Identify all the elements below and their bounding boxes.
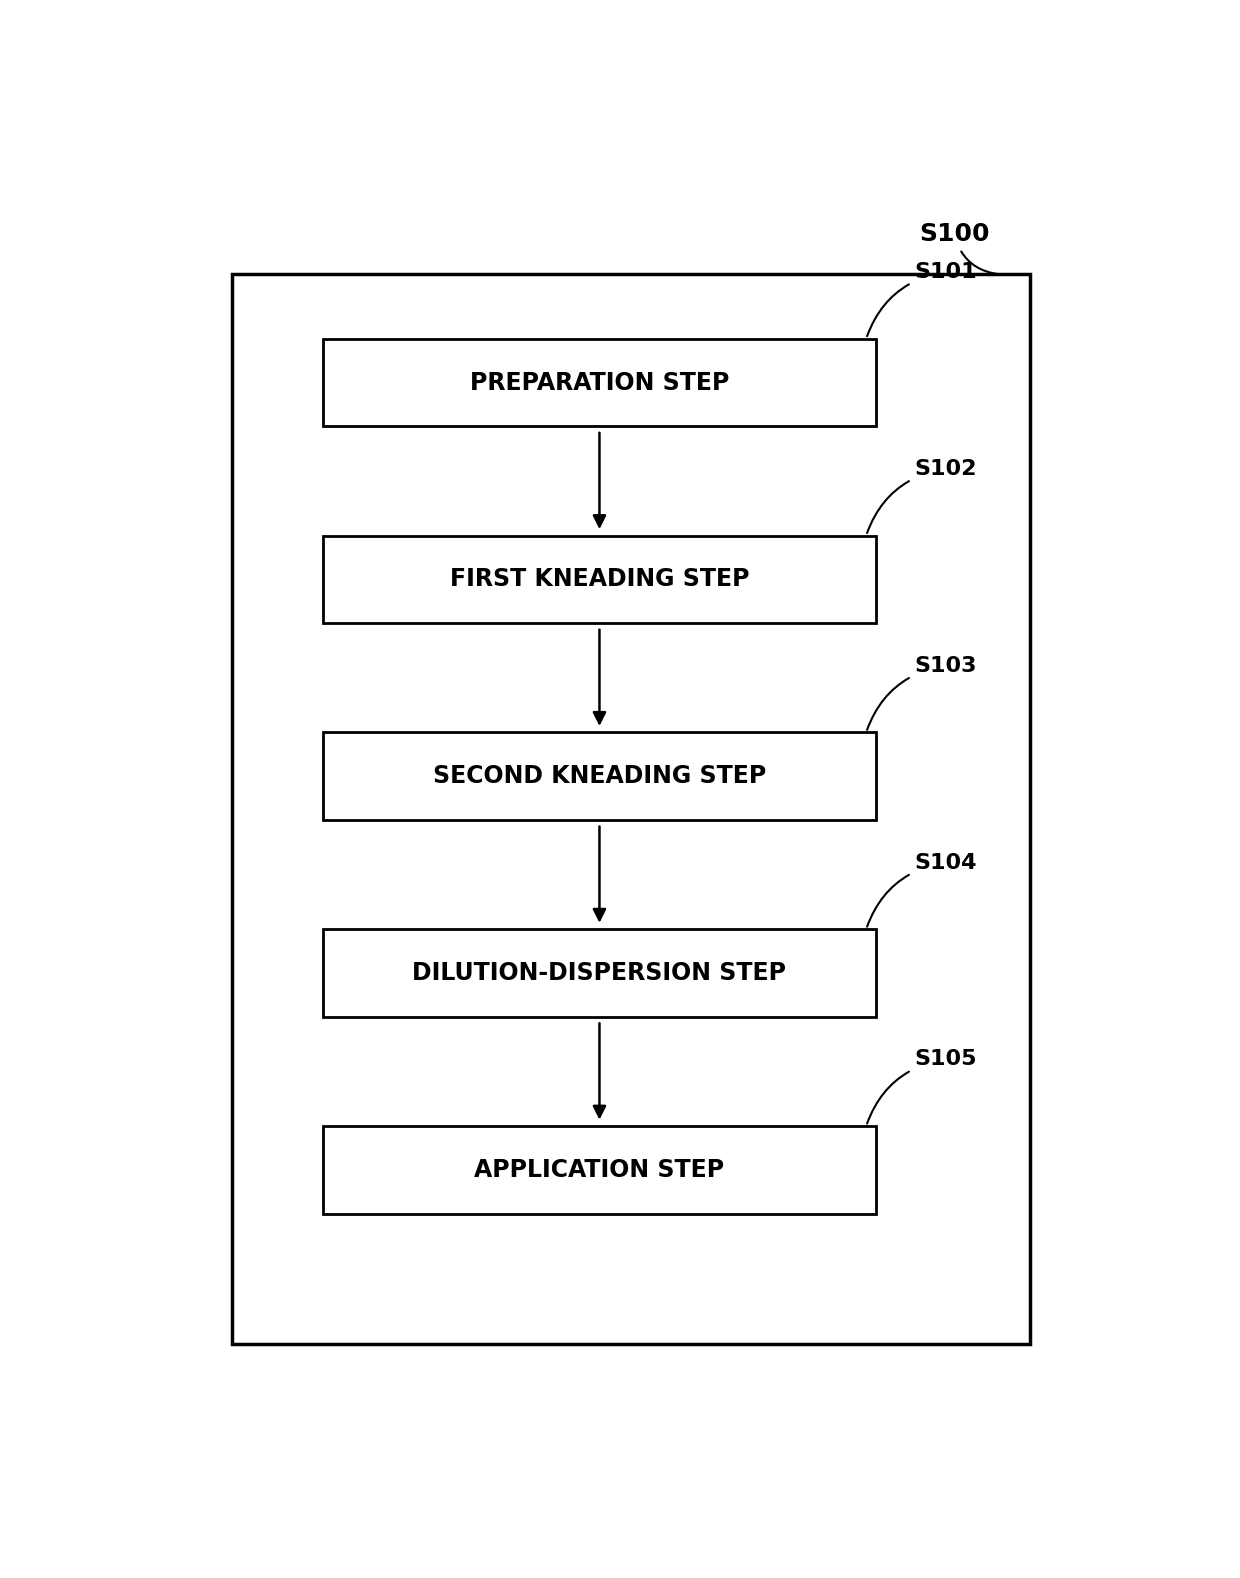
Text: S104: S104 [867, 852, 977, 926]
Text: SECOND KNEADING STEP: SECOND KNEADING STEP [433, 764, 766, 789]
Text: DILUTION-DISPERSION STEP: DILUTION-DISPERSION STEP [413, 961, 786, 985]
Bar [324, 339, 875, 426]
Text: APPLICATION STEP: APPLICATION STEP [475, 1158, 724, 1182]
Bar [324, 929, 875, 1016]
Text: FIRST KNEADING STEP: FIRST KNEADING STEP [450, 568, 749, 592]
Bar [324, 1127, 875, 1213]
Text: S102: S102 [867, 459, 977, 533]
Text: S100: S100 [919, 222, 998, 275]
Bar [324, 535, 875, 623]
Text: S105: S105 [867, 1049, 977, 1124]
Bar [232, 275, 1029, 1344]
Bar [324, 732, 875, 821]
Text: S103: S103 [867, 656, 977, 731]
Text: PREPARATION STEP: PREPARATION STEP [470, 371, 729, 394]
Text: S101: S101 [867, 262, 977, 336]
